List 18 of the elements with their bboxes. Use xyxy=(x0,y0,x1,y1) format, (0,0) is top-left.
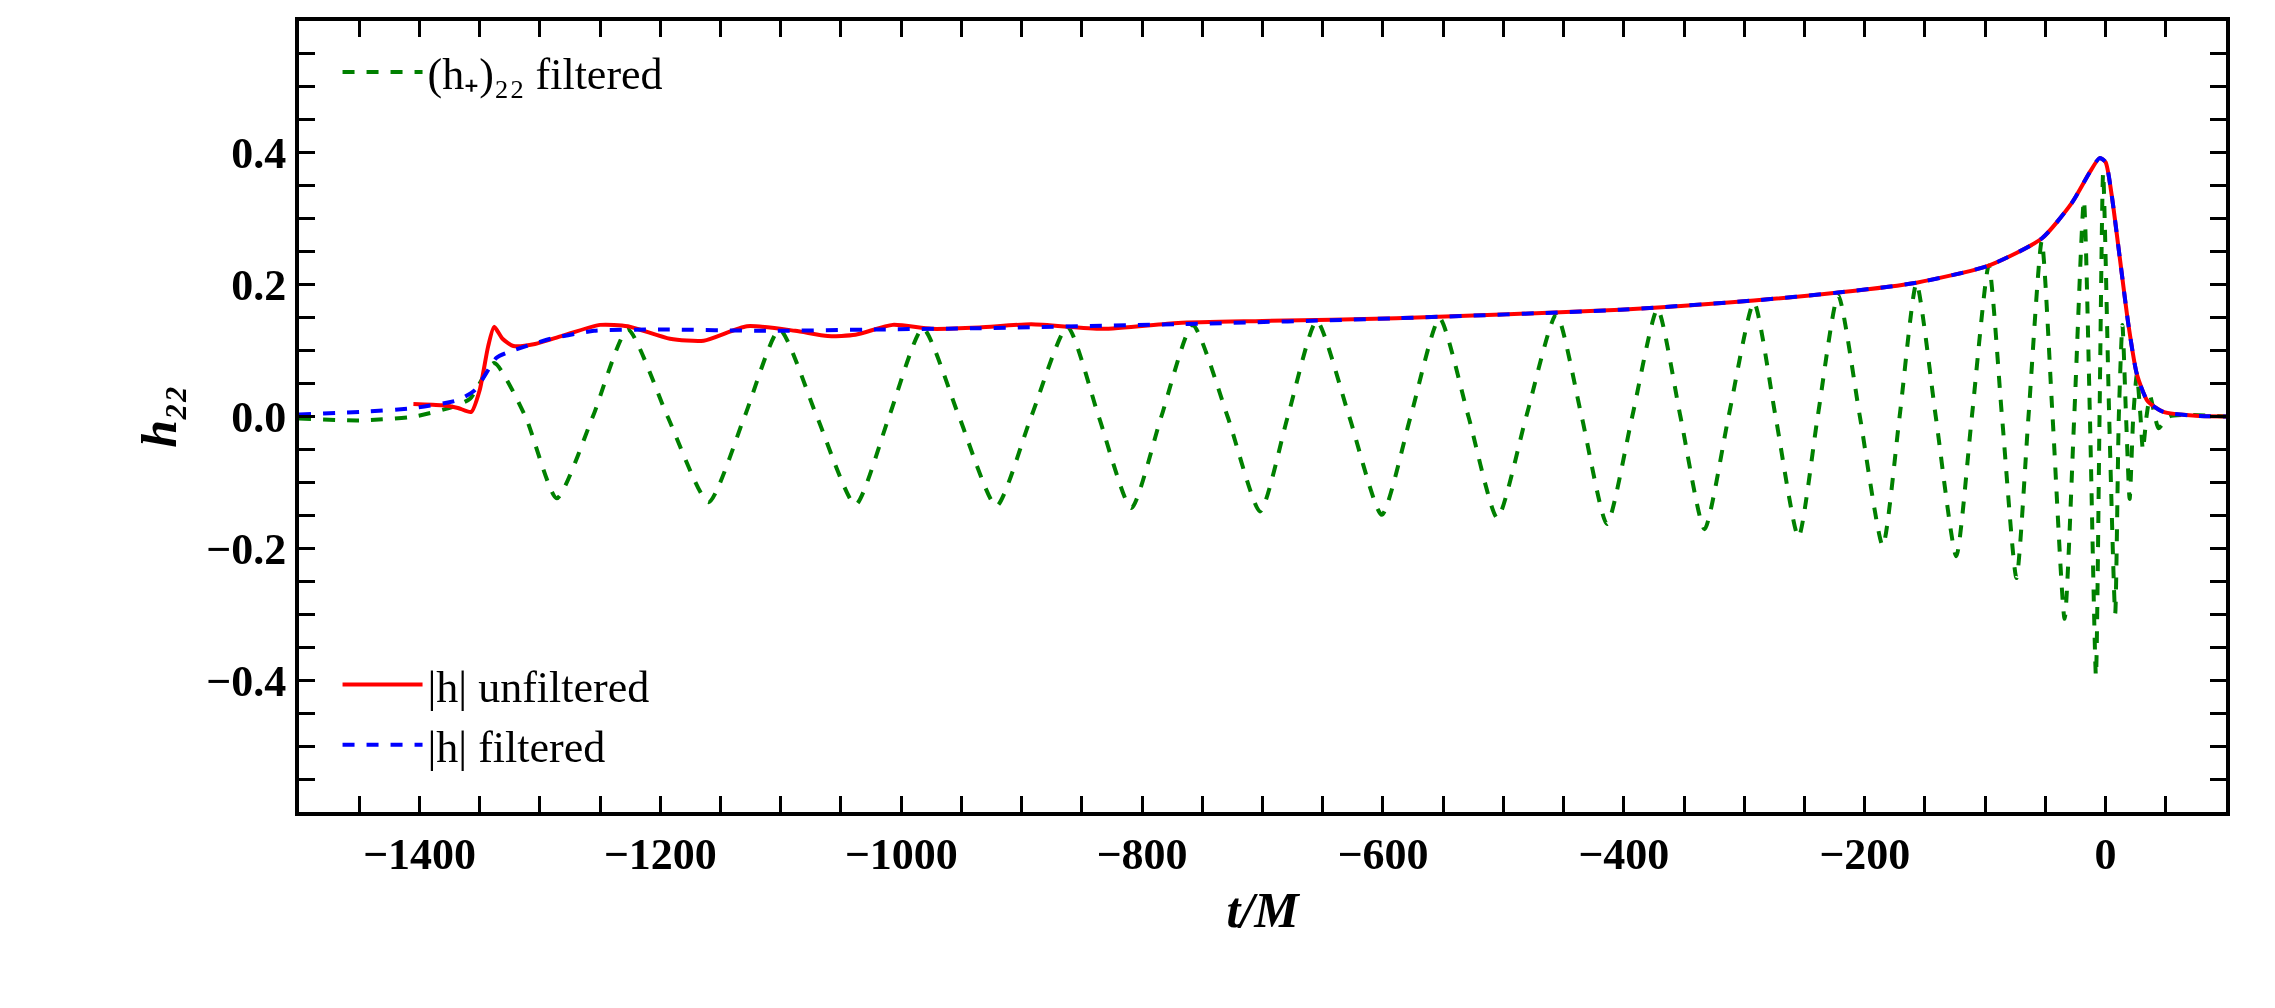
y-tick-label: −0.2 xyxy=(206,524,287,574)
x-tick-label: −1000 xyxy=(844,829,958,879)
x-tick-label: 0 xyxy=(2094,829,2117,879)
y-tick-label: 0.4 xyxy=(231,129,287,179)
y-axis-title: h₂₂ xyxy=(130,385,187,448)
legend-label: (h₊)₂₂ filtered xyxy=(427,50,663,100)
x-tick-label: −800 xyxy=(1096,829,1188,879)
y-tick-label: 0.0 xyxy=(231,392,287,442)
x-tick-label: −1400 xyxy=(362,829,476,879)
x-tick-label: −200 xyxy=(1819,829,1911,879)
x-tick-label: −400 xyxy=(1578,829,1670,879)
y-tick-label: 0.2 xyxy=(231,261,287,311)
x-axis-title: t/M xyxy=(1226,881,1301,938)
x-tick-label: −600 xyxy=(1337,829,1429,879)
legend-label: |h| unfiltered xyxy=(427,662,650,712)
legend-label: |h| filtered xyxy=(427,722,606,772)
y-tick-label: −0.4 xyxy=(206,656,287,706)
x-tick-label: −1200 xyxy=(603,829,717,879)
